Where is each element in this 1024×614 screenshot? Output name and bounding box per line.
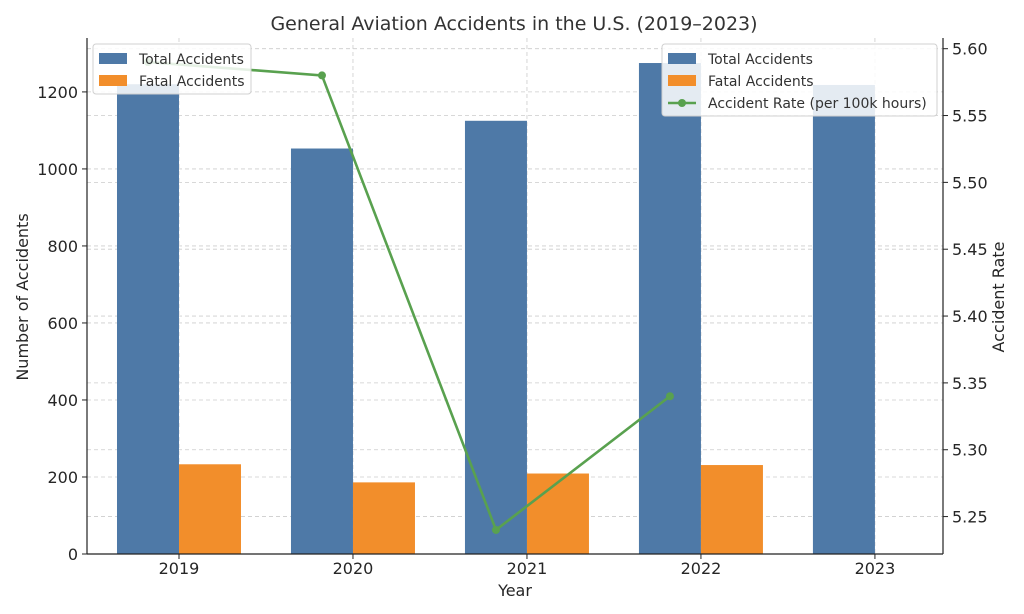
y-tick-label: 600 (47, 314, 78, 333)
y-tick-label: 0 (68, 545, 78, 564)
x-tick-label-2021: 2021 (507, 559, 548, 578)
total-accidents-bar-2023 (812, 84, 875, 555)
y2-tick-label: 5.30 (952, 441, 988, 460)
y2-axis-title: Accident Rate (989, 242, 1008, 353)
accident-rate-point-2021 (491, 525, 500, 534)
fatal-accidents-bar-2020 (352, 482, 415, 554)
accident-rate-point-2022 (665, 392, 674, 401)
legend-swatch (99, 53, 127, 64)
legend-box (92, 43, 252, 95)
fatal-accidents-bar-2019 (178, 464, 241, 554)
y-tick-label: 1000 (37, 160, 78, 179)
x-tick-label-2019: 2019 (159, 559, 200, 578)
bars-layer (116, 63, 875, 555)
x-tick-label-2022: 2022 (681, 559, 722, 578)
fatal-accidents-bar-2022 (700, 465, 763, 554)
legend-marker (678, 99, 686, 107)
y2-tick-label: 5.25 (952, 508, 988, 527)
y2-tick-label: 5.45 (952, 240, 988, 259)
legend-right: Total Accidents Fatal Accidents Accident R… (661, 43, 938, 117)
y2-tick-label: 5.35 (952, 374, 988, 393)
y-axis-title: Number of Accidents (13, 213, 32, 380)
accident-rate-point-2020 (317, 71, 326, 80)
legend-box (661, 43, 938, 117)
legend-swatch (668, 75, 696, 86)
chart-title: General Aviation Accidents in the U.S. (… (270, 13, 757, 35)
total-accidents-bar-2022 (638, 63, 701, 555)
legend-label: Fatal Accidents (708, 74, 814, 90)
legend-label: Total Accidents (138, 52, 244, 68)
y-tick-label: 1200 (37, 83, 78, 102)
legend-swatch (668, 53, 696, 64)
y2-tick-label: 5.40 (952, 307, 988, 326)
y2-tick-label: 5.60 (952, 40, 988, 59)
legend-left: Total Accidents Fatal Accidents (92, 43, 252, 95)
y-tick-label: 400 (47, 391, 78, 410)
y-tick-label: 200 (47, 468, 78, 487)
y2-tick-label: 5.50 (952, 173, 988, 192)
accident-rate-line (147, 60, 671, 533)
total-accidents-bar-2020 (290, 148, 353, 554)
y-tick-label: 800 (47, 237, 78, 256)
x-axis-title: Year (497, 581, 532, 600)
total-accidents-bar-2021 (464, 120, 527, 554)
line-layer (143, 58, 674, 534)
y2-tick-label: 5.55 (952, 107, 988, 126)
axes-layer: 0 200 400 600 800 1000 1200 5.25 5.30 5.35 5.40 5.4… (37, 38, 988, 578)
legend-label: Total Accidents (707, 52, 813, 68)
fatal-accidents-bar-2021 (526, 473, 589, 554)
legend-label: Fatal Accidents (139, 74, 245, 90)
legend-swatch (99, 75, 127, 86)
total-accidents-bar-2019 (116, 84, 179, 554)
x-tick-label-2023: 2023 (855, 559, 896, 578)
x-tick-label-2020: 2020 (333, 559, 374, 578)
legend-label: Accident Rate (per 100k hours) (708, 96, 927, 112)
